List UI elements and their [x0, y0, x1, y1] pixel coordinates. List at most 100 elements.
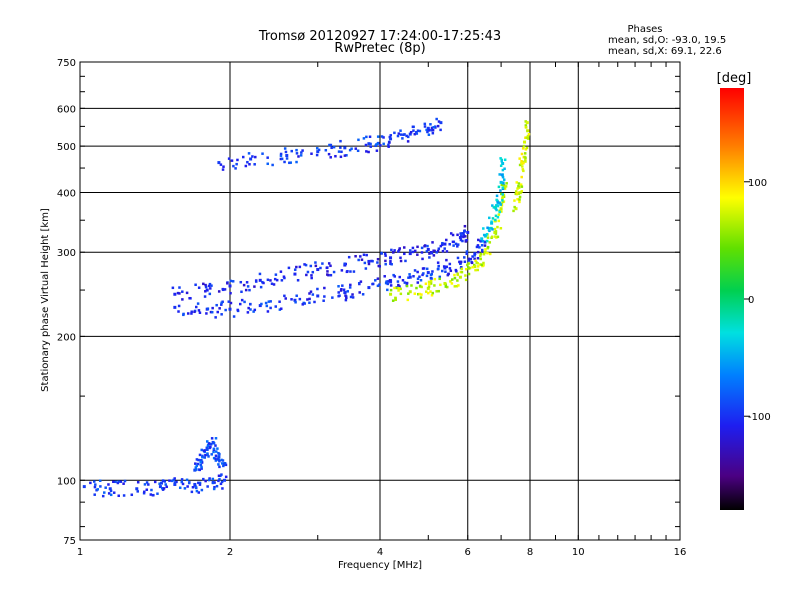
- data-point: [386, 288, 389, 292]
- data-point: [371, 282, 374, 286]
- data-point: [431, 270, 434, 273]
- data-point: [326, 273, 329, 276]
- data-point: [295, 152, 299, 155]
- data-point: [490, 220, 493, 223]
- data-point: [218, 307, 221, 310]
- data-point: [202, 477, 205, 481]
- data-point: [380, 135, 384, 138]
- data-point: [406, 298, 410, 302]
- data-point: [524, 156, 527, 159]
- data-point: [461, 239, 464, 243]
- data-point: [478, 263, 482, 266]
- data-point: [290, 149, 293, 153]
- data-point: [365, 150, 368, 153]
- data-point: [158, 485, 162, 489]
- data-point: [501, 168, 505, 172]
- data-point: [517, 192, 521, 195]
- data-point: [483, 234, 487, 237]
- data-point: [520, 185, 524, 188]
- data-point: [150, 488, 153, 492]
- data-point: [488, 252, 492, 256]
- data-point: [491, 228, 494, 231]
- data-point: [382, 136, 385, 139]
- data-point: [428, 256, 431, 259]
- data-point: [496, 200, 499, 204]
- data-point: [190, 310, 193, 313]
- data-point: [443, 266, 447, 270]
- data-point: [392, 250, 395, 254]
- data-point: [483, 250, 487, 254]
- data-point: [427, 133, 431, 137]
- data-point: [181, 298, 184, 301]
- data-point: [443, 242, 447, 246]
- data-point: [315, 153, 319, 157]
- data-point: [228, 284, 232, 288]
- data-point: [367, 262, 371, 266]
- data-point: [221, 168, 225, 171]
- data-point: [246, 160, 249, 164]
- data-point: [408, 132, 412, 136]
- data-point: [194, 468, 198, 471]
- data-point: [444, 270, 447, 273]
- data-point: [385, 280, 388, 283]
- data-point: [303, 302, 306, 305]
- data-point: [465, 252, 468, 256]
- data-point: [449, 232, 453, 235]
- data-point: [342, 288, 346, 291]
- data-point: [503, 167, 506, 170]
- data-point: [98, 479, 102, 482]
- data-point: [188, 296, 191, 300]
- data-point: [311, 270, 315, 274]
- data-point: [240, 298, 244, 302]
- data-point: [395, 286, 399, 290]
- axis-ticks: 1 2 4 6 8 10 16 75 100 200 300 400 500 600 750: [57, 58, 686, 558]
- colorbar: [720, 88, 744, 510]
- data-point: [362, 253, 366, 257]
- data-point: [371, 259, 374, 263]
- data-point: [460, 267, 463, 271]
- data-point: [437, 120, 441, 123]
- data-point: [329, 273, 333, 277]
- data-point: [388, 141, 391, 144]
- data-point: [122, 494, 126, 497]
- data-point: [518, 198, 521, 201]
- data-point: [374, 279, 377, 282]
- data-point: [367, 259, 371, 263]
- data-point: [249, 308, 252, 311]
- data-point: [229, 301, 233, 305]
- data-point: [205, 447, 209, 451]
- data-point: [432, 254, 436, 257]
- data-point: [262, 281, 265, 285]
- data-point: [425, 290, 428, 293]
- data-point: [293, 272, 297, 276]
- data-point: [298, 297, 302, 301]
- data-point: [401, 137, 404, 140]
- data-points: [82, 117, 531, 498]
- data-point: [310, 152, 313, 155]
- data-point: [410, 284, 413, 287]
- data-point: [428, 282, 431, 286]
- data-point: [177, 304, 181, 308]
- data-point: [194, 466, 198, 469]
- data-point: [380, 251, 383, 255]
- data-point: [266, 278, 270, 282]
- data-point: [524, 148, 528, 151]
- data-point: [351, 296, 355, 299]
- data-point: [387, 145, 390, 148]
- data-point: [524, 120, 527, 123]
- data-point: [460, 270, 464, 274]
- data-point: [310, 276, 313, 280]
- data-point: [425, 250, 429, 253]
- data-point: [405, 281, 409, 285]
- data-point: [519, 191, 522, 195]
- data-point: [239, 302, 242, 306]
- data-point: [326, 270, 329, 273]
- data-point: [389, 284, 393, 287]
- data-point: [452, 244, 455, 247]
- data-point: [408, 249, 412, 252]
- data-point: [243, 300, 246, 304]
- data-point: [501, 186, 504, 189]
- data-point: [394, 296, 397, 300]
- data-point: [161, 479, 165, 483]
- data-point: [158, 482, 161, 485]
